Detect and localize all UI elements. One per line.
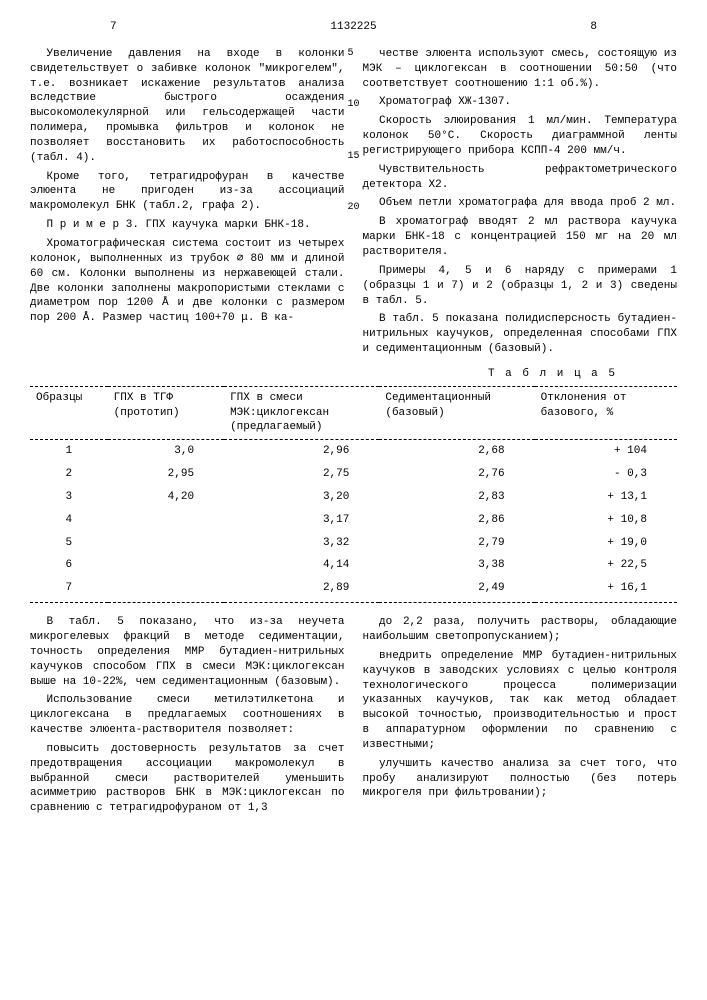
table-row: 4 3,172,86+ 10,8 bbox=[30, 509, 677, 532]
table-cell: 4,20 bbox=[108, 486, 224, 509]
body-paragraph: Использование смеси метилэтилкетона и ци… bbox=[30, 693, 345, 738]
line-marker: 15 bbox=[347, 150, 359, 164]
body-paragraph: П р и м е р 3. ГПХ каучука марки БНК-18. bbox=[30, 218, 345, 233]
body-paragraph: повысить достоверность результатов за сч… bbox=[30, 742, 345, 816]
table-cell bbox=[108, 554, 224, 577]
table-row: 13,02,962,68+ 104 bbox=[30, 440, 677, 463]
body-paragraph: Примеры 4, 5 и 6 наряду с примерами 1 (о… bbox=[363, 264, 678, 309]
table-cell: 7 bbox=[30, 577, 108, 602]
body-paragraph: Чувствительность рефрактометрического де… bbox=[363, 163, 678, 193]
table-cell bbox=[108, 577, 224, 602]
body-paragraph: Хроматограф ХЖ-1307. bbox=[363, 95, 678, 110]
table-cell: 3,17 bbox=[224, 509, 379, 532]
table-cell: 6 bbox=[30, 554, 108, 577]
table-cell: 3,0 bbox=[108, 440, 224, 463]
table-cell bbox=[108, 509, 224, 532]
table-body: 13,02,962,68+ 10422,952,752,76- 0,334,20… bbox=[30, 440, 677, 603]
table-cell: 3,20 bbox=[224, 486, 379, 509]
table-cell: 2,76 bbox=[379, 463, 534, 486]
data-table: Образцы ГПХ в ТГФ (прототип) ГПХ в смеси… bbox=[30, 386, 677, 603]
table-row: 34,203,202,83+ 13,1 bbox=[30, 486, 677, 509]
table-cell: 3,38 bbox=[379, 554, 534, 577]
page-num-left: 7 bbox=[110, 20, 117, 35]
table-row: 5 3,322,79+ 19,0 bbox=[30, 532, 677, 555]
body-paragraph: Увеличение давления на входе в колонки с… bbox=[30, 47, 345, 166]
body-paragraph: Скорость элюирования 1 мл/мин. Температу… bbox=[363, 114, 678, 159]
col-header: Образцы bbox=[30, 386, 108, 440]
body-paragraph: В табл. 5 показана полидисперсность бута… bbox=[363, 312, 678, 357]
table-cell: 2,68 bbox=[379, 440, 534, 463]
lower-text-columns: В табл. 5 показано, что из-за неучета ми… bbox=[30, 615, 677, 816]
page-header: 7 1132225 8 bbox=[30, 20, 677, 35]
body-paragraph: Объем петли хроматографа для ввода проб … bbox=[363, 196, 678, 211]
table-cell: 2 bbox=[30, 463, 108, 486]
col-header: ГПХ в смеси МЭК:циклогексан (предлагаемы… bbox=[224, 386, 379, 440]
table-cell: 3 bbox=[30, 486, 108, 509]
body-paragraph: честве элюента используют смесь, состоящ… bbox=[363, 47, 678, 92]
line-marker: 20 bbox=[347, 201, 359, 215]
upper-text-columns: 5 10 15 20 Увеличение давления на входе … bbox=[30, 47, 677, 357]
table-cell: + 104 bbox=[535, 440, 677, 463]
table-cell: 5 bbox=[30, 532, 108, 555]
table-row: 7 2,892,49+ 16,1 bbox=[30, 577, 677, 602]
table-caption: Т а б л и ц а 5 bbox=[30, 367, 617, 382]
page-num-right: 8 bbox=[590, 20, 597, 35]
table-cell: 2,86 bbox=[379, 509, 534, 532]
table-cell: 2,83 bbox=[379, 486, 534, 509]
col-header: ГПХ в ТГФ (прототип) bbox=[108, 386, 224, 440]
line-marker: 10 bbox=[347, 98, 359, 112]
body-paragraph: В табл. 5 показано, что из-за неучета ми… bbox=[30, 615, 345, 689]
body-paragraph: улучшить качество анализа за счет того, … bbox=[363, 757, 678, 802]
table-5-section: Т а б л и ц а 5 Образцы ГПХ в ТГФ (прото… bbox=[30, 367, 677, 603]
table-row: 6 4,143,38+ 22,5 bbox=[30, 554, 677, 577]
table-cell bbox=[108, 532, 224, 555]
col-header: Отклонения от базового, % bbox=[535, 386, 677, 440]
table-cell: - 0,3 bbox=[535, 463, 677, 486]
body-paragraph: до 2,2 раза, получить растворы, обладающ… bbox=[363, 615, 678, 645]
table-cell: 2,95 bbox=[108, 463, 224, 486]
table-cell: 2,79 bbox=[379, 532, 534, 555]
table-cell: 1 bbox=[30, 440, 108, 463]
body-paragraph: Хроматографическая система состоит из че… bbox=[30, 237, 345, 326]
document-number: 1132225 bbox=[330, 20, 376, 35]
table-cell: + 13,1 bbox=[535, 486, 677, 509]
body-paragraph: В хроматограф вводят 2 мл раствора каучу… bbox=[363, 215, 678, 260]
table-cell: 2,75 bbox=[224, 463, 379, 486]
table-cell: 2,49 bbox=[379, 577, 534, 602]
table-cell: + 22,5 bbox=[535, 554, 677, 577]
body-paragraph: Кроме того, тетрагидрофуран в качестве э… bbox=[30, 170, 345, 215]
table-cell: 2,96 bbox=[224, 440, 379, 463]
line-number-gutter: 5 10 15 20 bbox=[347, 47, 359, 215]
table-cell: + 10,8 bbox=[535, 509, 677, 532]
table-header-row: Образцы ГПХ в ТГФ (прототип) ГПХ в смеси… bbox=[30, 386, 677, 440]
table-row: 22,952,752,76- 0,3 bbox=[30, 463, 677, 486]
table-cell: + 16,1 bbox=[535, 577, 677, 602]
col-header: Седиментационный (базовый) bbox=[379, 386, 534, 440]
table-cell: 3,32 bbox=[224, 532, 379, 555]
table-cell: + 19,0 bbox=[535, 532, 677, 555]
table-cell: 2,89 bbox=[224, 577, 379, 602]
body-paragraph: внедрить определение ММР бутадиен-нитрил… bbox=[363, 649, 678, 753]
table-cell: 4 bbox=[30, 509, 108, 532]
line-marker: 5 bbox=[347, 47, 359, 61]
table-cell: 4,14 bbox=[224, 554, 379, 577]
